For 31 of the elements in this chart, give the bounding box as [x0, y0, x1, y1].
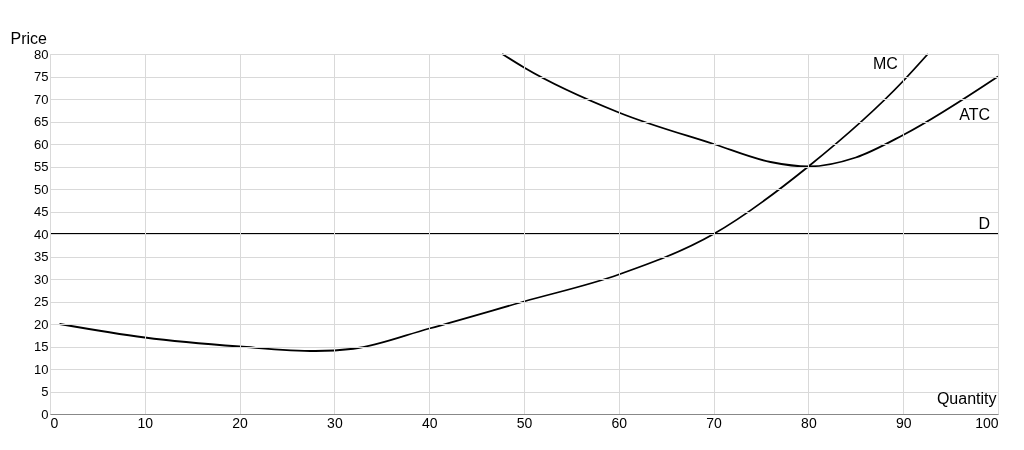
y-tick-label: 75 — [34, 69, 49, 84]
y-tick-label: 35 — [34, 249, 49, 264]
series-label: ATC — [959, 105, 990, 123]
y-tick-label: 10 — [34, 361, 49, 377]
series-label: D — [978, 215, 990, 232]
x-tick-label: 40 — [421, 414, 438, 431]
y-tick-label: 40 — [34, 226, 49, 242]
y-tick-label: 30 — [34, 271, 49, 287]
y-tick-label: 60 — [34, 136, 49, 152]
x-tick-label: 10 — [137, 414, 154, 431]
y-tick-label: 25 — [34, 294, 49, 309]
x-tick-label: 50 — [516, 414, 533, 431]
y-tick-label: 55 — [34, 159, 49, 174]
y-tick-label: 70 — [34, 91, 49, 107]
x-tick-label: 70 — [706, 414, 723, 431]
x-axis-title: Quantity — [936, 389, 997, 407]
y-tick-label: 5 — [41, 384, 49, 399]
y-tick-label: 65 — [34, 114, 49, 129]
y-tick-label: 45 — [34, 204, 49, 219]
y-tick-label: 15 — [34, 339, 49, 354]
x-tick-label: 60 — [611, 414, 628, 431]
x-tick-label: 90 — [895, 414, 912, 431]
series-label: MC — [872, 55, 898, 72]
y-tick-label: 50 — [34, 181, 49, 197]
y-tick-label: 80 — [34, 46, 49, 62]
y-tick-label: 20 — [34, 316, 49, 332]
x-tick-label: 20 — [232, 414, 249, 431]
x-tick-label: 100 — [975, 414, 999, 431]
y-axis-title: Price — [10, 29, 48, 47]
x-tick-label: 30 — [327, 414, 343, 431]
x-tick-label: 80 — [801, 414, 817, 431]
